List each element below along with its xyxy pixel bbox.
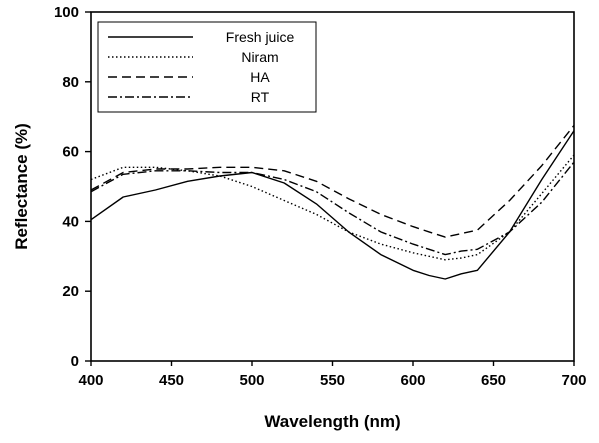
y-tick-label: 100	[54, 4, 79, 21]
y-axis: 0 20 40 60 80 100	[54, 4, 91, 370]
series-line-fresh-juice	[90, 130, 575, 280]
y-axis-title: Reflectance (%)	[12, 123, 31, 250]
legend: Fresh juice Niram HA RT	[97, 21, 317, 113]
series-layer	[90, 124, 575, 280]
x-axis-title: Wavelength (nm)	[264, 412, 400, 431]
y-tick-label: 0	[71, 353, 79, 370]
series-line-rt	[90, 161, 575, 256]
x-tick-label: 550	[320, 372, 345, 389]
legend-label: RT	[251, 89, 270, 105]
y-tick-label: 20	[62, 283, 79, 300]
x-tick-label: 700	[561, 372, 586, 389]
legend-label: Fresh juice	[226, 29, 295, 45]
x-tick-label: 600	[400, 372, 425, 389]
y-tick-label: 40	[62, 213, 79, 230]
y-tick-label: 60	[62, 144, 79, 161]
x-tick-label: 400	[78, 372, 103, 389]
legend-label: HA	[250, 69, 270, 85]
y-tick-label: 80	[62, 74, 79, 91]
series-line-ha	[90, 124, 575, 238]
legend-label: Niram	[241, 49, 278, 65]
x-tick-label: 500	[239, 372, 264, 389]
x-tick-label: 650	[481, 372, 506, 389]
x-tick-label: 450	[159, 372, 184, 389]
x-axis: 400 450 500 550 600 650 700	[78, 361, 587, 389]
series-line-niram	[90, 154, 575, 261]
